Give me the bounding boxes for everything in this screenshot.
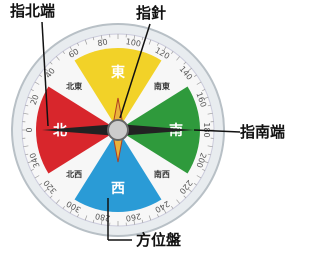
callout-label: 方位盤	[136, 231, 182, 249]
dial-label: 80	[97, 38, 109, 49]
direction-label: 南西	[154, 169, 170, 179]
callout-label: 指北端	[10, 2, 55, 20]
callout-label: 指針	[136, 4, 166, 22]
direction-label: 北東	[66, 81, 82, 91]
direction-label: 南東	[154, 81, 170, 91]
direction-label: 北西	[66, 169, 82, 179]
compass-diagram: 北東南西北東南東南西北西 020406080100120140160180200…	[0, 0, 295, 257]
sector-label: 西	[111, 181, 125, 197]
needle-pivot	[108, 120, 128, 140]
callout-label: 指南端	[240, 123, 285, 141]
sector-label: 東	[111, 64, 125, 81]
